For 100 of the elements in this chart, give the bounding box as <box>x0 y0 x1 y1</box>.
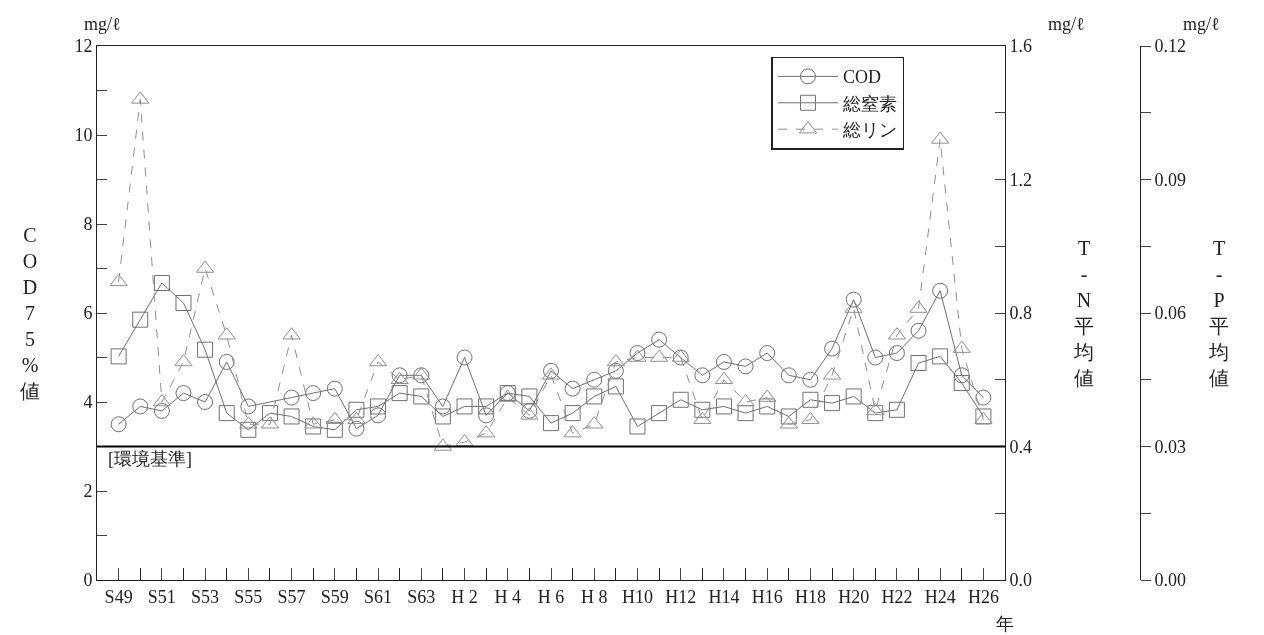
point <box>218 353 235 370</box>
point <box>564 380 581 397</box>
point <box>175 385 192 402</box>
y-tick-label: 10 <box>74 125 93 146</box>
x-tick-label: H26 <box>967 586 999 607</box>
x-tick-label: S63 <box>407 586 436 607</box>
y3-axis-title: T-P平均値 <box>1208 237 1229 389</box>
point <box>305 418 322 435</box>
y3-tick-label: 0.12 <box>1154 36 1187 57</box>
point <box>867 405 884 422</box>
point <box>564 405 581 422</box>
x-tick-label: S55 <box>234 586 263 607</box>
point <box>759 398 776 415</box>
point <box>325 411 344 425</box>
point <box>283 408 300 425</box>
x-tick-label: H 2 <box>451 586 478 607</box>
x-tick-label: H 8 <box>580 586 608 607</box>
point <box>715 353 732 370</box>
point <box>370 398 387 415</box>
text: mg/ℓ <box>84 14 121 34</box>
point <box>456 398 473 415</box>
point <box>953 367 970 384</box>
text: mg/ℓ <box>1048 14 1085 34</box>
point <box>326 421 343 438</box>
point <box>866 402 885 416</box>
point <box>456 349 473 366</box>
point <box>348 420 365 437</box>
point <box>910 355 927 372</box>
point <box>693 411 712 425</box>
point <box>347 411 366 425</box>
point <box>240 421 257 438</box>
x-tick-label: H20 <box>838 586 870 607</box>
x-tick-label: H12 <box>665 586 697 607</box>
y-tick-label: 12 <box>74 36 93 57</box>
point <box>672 349 689 366</box>
y-tick-label: 2 <box>83 481 93 502</box>
x-tick-label: H 6 <box>537 586 565 607</box>
point <box>175 294 192 311</box>
point <box>197 341 214 358</box>
point <box>109 273 128 287</box>
point <box>434 398 451 415</box>
y2-tick-label: 0.8 <box>1009 303 1033 324</box>
point <box>521 388 538 405</box>
point <box>261 405 278 422</box>
x-tick-label: H24 <box>924 586 956 607</box>
point <box>153 274 170 291</box>
x-tick-label: H10 <box>621 586 653 607</box>
point <box>543 415 559 432</box>
x-tick-label: S61 <box>364 586 393 607</box>
point <box>413 388 430 405</box>
y-axis-title: COD75%値 <box>20 224 40 402</box>
point <box>802 391 819 408</box>
point <box>326 380 343 397</box>
point <box>607 362 624 379</box>
point <box>283 389 300 406</box>
point <box>737 358 754 375</box>
point <box>824 340 841 357</box>
point <box>240 398 257 415</box>
point <box>478 398 495 415</box>
point <box>586 371 603 388</box>
point <box>845 388 862 405</box>
point <box>174 353 193 367</box>
point <box>370 407 387 424</box>
point <box>110 416 127 433</box>
point <box>153 402 170 419</box>
point <box>802 371 819 388</box>
point <box>932 282 949 299</box>
y3-tick-label: 0.03 <box>1154 436 1187 457</box>
y3-tick-label: 0.06 <box>1154 303 1187 324</box>
point <box>218 405 235 422</box>
x-tick-label: H18 <box>794 586 826 607</box>
point <box>824 395 841 412</box>
point <box>586 388 603 405</box>
point <box>629 345 646 362</box>
point <box>953 375 970 392</box>
x-tick-label: S53 <box>191 586 220 607</box>
text: 0.0 <box>1009 570 1033 591</box>
y-tick-label: 0 <box>83 570 93 591</box>
point <box>715 398 732 415</box>
ref-line-label: [環境基準] <box>108 449 192 469</box>
point <box>368 353 388 367</box>
y3-tick-label: 0.09 <box>1154 169 1187 190</box>
x-tick-label: S59 <box>320 586 349 607</box>
point <box>651 331 668 348</box>
y-tick-label: 4 <box>83 392 93 413</box>
point <box>434 408 451 425</box>
x-tick-label: H14 <box>708 586 740 607</box>
point <box>132 398 149 415</box>
point <box>606 353 626 367</box>
point <box>932 348 949 365</box>
x-tick-label: S49 <box>104 586 133 607</box>
legend-label: 総リン <box>841 120 897 141</box>
point <box>348 401 365 418</box>
point <box>607 378 624 395</box>
x-tick-label: S57 <box>277 586 306 607</box>
point <box>867 349 884 366</box>
y3-tick-label: 0.00 <box>1154 570 1187 591</box>
point <box>694 367 711 384</box>
point <box>110 348 127 365</box>
y2-tick-label: 0.4 <box>1009 436 1033 457</box>
